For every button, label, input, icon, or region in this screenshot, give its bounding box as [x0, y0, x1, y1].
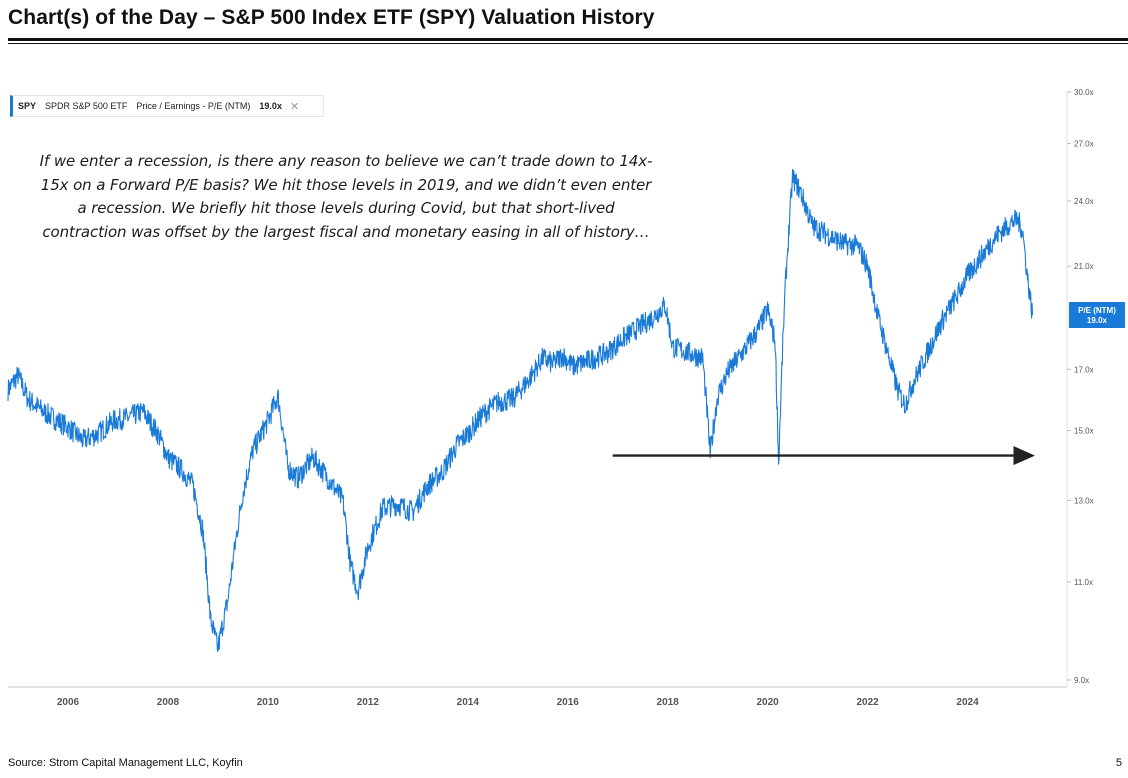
y-tick-label: 21.0x	[1074, 262, 1094, 271]
source-footnote: Source: Strom Capital Management LLC, Ko…	[8, 757, 243, 769]
y-axis-ticks: 9.0x 11.0x 13.0x 15.0x 17.0x 21.0x 24.0x 27.0x 3…	[1067, 88, 1094, 685]
title-rule-thin	[8, 43, 1128, 44]
x-tick-label: 2018	[657, 697, 680, 708]
x-tick-label: 2024	[956, 697, 979, 708]
y-tick-label: 11.0x	[1074, 578, 1093, 587]
legend-name: SPDR S&P 500 ETF	[45, 101, 128, 111]
y-tick-label: 13.0x	[1074, 496, 1094, 505]
page-title: Chart(s) of the Day – S&P 500 Index ETF …	[8, 6, 655, 29]
value-badge-label: P/E (NTM)	[1078, 306, 1116, 315]
y-tick-label: 24.0x	[1074, 197, 1094, 206]
y-tick-label: 30.0x	[1074, 88, 1094, 97]
chart-annotation: If we enter a recession, is there any re…	[39, 152, 653, 241]
legend-value: 19.0x	[259, 101, 282, 111]
x-tick-label: 2020	[757, 697, 780, 708]
page-number: 5	[1115, 757, 1122, 769]
value-badge: P/E (NTM) 19.0x	[1069, 302, 1125, 328]
title-rule-thick	[8, 38, 1128, 41]
series-line-pe-ntm	[7, 168, 1034, 652]
x-axis-ticks: 2006 2008 2010 2012 2014 2016 2018 2020 2022 2024	[57, 697, 979, 708]
x-tick-label: 2022	[856, 697, 879, 708]
x-tick-label: 2014	[457, 697, 480, 708]
y-tick-label: 17.0x	[1074, 365, 1094, 374]
close-icon[interactable]: ✕	[289, 100, 300, 113]
y-tick-label: 9.0x	[1074, 676, 1089, 685]
y-tick-label: 27.0x	[1074, 139, 1094, 148]
x-tick-label: 2012	[357, 697, 380, 708]
x-tick-label: 2008	[157, 697, 180, 708]
value-badge-value: 19.0x	[1087, 316, 1108, 325]
series-legend-chip[interactable]: SPY SPDR S&P 500 ETF Price / Earnings - …	[10, 95, 324, 117]
x-tick-label: 2016	[557, 697, 580, 708]
legend-metric: Price / Earnings - P/E (NTM)	[136, 101, 251, 111]
legend-ticker: SPY	[18, 101, 37, 111]
x-tick-label: 2006	[57, 697, 80, 708]
x-tick-label: 2010	[257, 697, 280, 708]
y-tick-label: 15.0x	[1074, 427, 1094, 436]
